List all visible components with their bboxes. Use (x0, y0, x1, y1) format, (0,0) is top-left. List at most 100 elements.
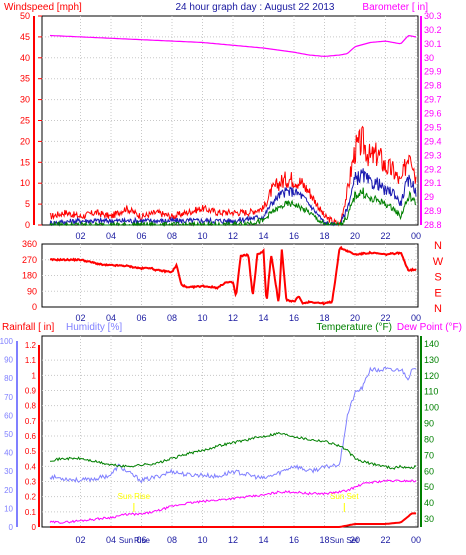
direction-x-tick-label: 04 (106, 313, 116, 323)
barometer-tick-label: 28.8 (424, 220, 442, 230)
humidity-tick-label: 40 (4, 449, 13, 458)
windspeed-tick-label: 35 (20, 74, 30, 84)
temperature-tick-label: 110 (424, 387, 438, 397)
wind-direction-line (49, 245, 417, 306)
humidity-tick-label: 80 (4, 374, 13, 383)
direction-x-tick-label: 16 (289, 313, 299, 323)
windspeed-tick-label: 10 (20, 178, 30, 188)
barometer-tick-label: 29.4 (424, 136, 442, 146)
rain-line (50, 512, 416, 528)
direction-tick-label: 270 (22, 255, 37, 265)
rainfall-tick-label: 1.2 (25, 341, 37, 350)
barometer-tick-label: 29.6 (424, 109, 442, 119)
barometer-tick-label: 29.3 (424, 150, 442, 160)
barometer-tick-label: 29.9 (424, 67, 442, 77)
temp-x-tick-label: 02 (75, 535, 85, 545)
humidity-tick-label: 30 (4, 467, 13, 476)
windspeed-tick-label: 30 (20, 95, 30, 105)
barometer-tick-label: 29.2 (424, 164, 442, 174)
humidity-tick-label: 60 (4, 411, 13, 420)
wind-min-line (49, 187, 417, 227)
temperature-tick-label: 50 (424, 482, 434, 492)
temp-x-tick-label: 08 (167, 535, 177, 545)
humidity-tick-label: 0 (9, 523, 14, 532)
barometer-tick-label: 30.1 (424, 39, 442, 49)
windspeed-tick-label: 25 (20, 116, 30, 126)
rainfall-tick-label: 1 (32, 371, 37, 380)
temperature-tick-label: 80 (424, 434, 434, 444)
direction-tick-label: 180 (22, 271, 37, 281)
wind-x-tick-label: 16 (289, 231, 299, 241)
humidity-tick-label: 100 (0, 337, 14, 346)
temperature-humidity-panel: 010203040506070809010000.10.20.30.40.50.… (0, 335, 439, 545)
humidity-tick-label: 20 (4, 486, 13, 495)
direction-x-tick-label: 12 (228, 313, 238, 323)
temperature-tick-label: 130 (424, 355, 439, 365)
temp-x-tick-label: 10 (197, 535, 207, 545)
rainfall-tick-label: 0.5 (25, 447, 37, 456)
wind-x-tick-label: 06 (136, 231, 146, 241)
rainfall-tick-label: 0 (32, 523, 37, 532)
humidity-tick-label: 50 (4, 430, 13, 439)
windspeed-tick-label: 40 (20, 53, 30, 63)
windspeed-axis-label: Windspeed [mph] (4, 2, 82, 13)
windspeed-tick-label: 50 (20, 11, 30, 21)
temperature-tick-label: 120 (424, 371, 439, 381)
direction-x-tick-label: 18 (319, 313, 329, 323)
temp-x-tick-label: 12 (228, 535, 238, 545)
wind-x-tick-label: 04 (106, 231, 116, 241)
sun-rise-label: Sun (119, 536, 133, 545)
rainfall-tick-label: 0.6 (25, 432, 37, 441)
barometer-tick-label: 30 (424, 53, 434, 63)
direction-x-tick-label: 06 (136, 313, 146, 323)
wind-x-tick-label: 02 (75, 231, 85, 241)
compass-label: N (434, 303, 442, 315)
temp-x-tick-label: 04 (106, 535, 116, 545)
temperature-axis-label: Temperature (°F) (316, 322, 392, 333)
dewpoint-axis-label: Dew Point (°F) (397, 322, 462, 333)
sun-rise-label: Rise (134, 536, 151, 545)
direction-x-tick-label: 20 (350, 313, 360, 323)
wind-x-tick-label: 14 (258, 231, 268, 241)
humidity-tick-label: 70 (4, 393, 13, 402)
wind-x-tick-label: 10 (197, 231, 207, 241)
barometer-tick-label: 29 (424, 192, 434, 202)
temp-x-tick-label: 18 (319, 535, 329, 545)
windspeed-tick-label: 45 (20, 32, 30, 42)
temperature-tick-label: 90 (424, 419, 434, 429)
compass-label: W (433, 256, 444, 268)
temp-x-tick-label: 00 (411, 535, 421, 545)
sunrise-annotation: Sun Rise (118, 492, 151, 501)
rainfall-tick-label: 1.1 (25, 356, 37, 365)
rainfall-axis-label: Rainfall [ in] (2, 322, 54, 333)
barometer-tick-label: 29.8 (424, 81, 442, 91)
sun-set-label: Sun Set (330, 536, 359, 545)
windspeed-tick-label: 5 (25, 199, 30, 209)
wind-barometer-panel: 0 5 10 15 20 25 30 35 40 45 50 28.8 28.9 29 29.1 29.2 29… (20, 11, 442, 241)
direction-tick-label: 360 (22, 239, 37, 249)
temperature-tick-label: 140 (424, 339, 439, 349)
barometer-tick-label: 28.9 (424, 206, 442, 216)
temp-x-tick-label: 20 (350, 535, 360, 545)
rainfall-tick-label: 0.2 (25, 493, 37, 502)
chart-title: 24 hour graph day : August 22 2013 (175, 2, 334, 13)
rainfall-tick-label: 0.7 (25, 417, 37, 426)
windspeed-tick-label: 15 (20, 157, 30, 167)
direction-x-tick-label: 00 (411, 313, 421, 323)
temperature-tick-label: 70 (424, 450, 434, 460)
rainfall-tick-label: 0.8 (25, 402, 37, 411)
temperature-tick-label: 100 (424, 403, 439, 413)
wind-x-tick-label: 00 (411, 231, 421, 241)
rainfall-tick-label: 0.4 (25, 462, 37, 471)
direction-tick-label: 0 (32, 302, 37, 312)
humidity-tick-label: 10 (4, 504, 13, 513)
humidity-line (49, 366, 417, 484)
barometer-tick-label: 30.3 (424, 11, 442, 21)
compass-label: S (434, 272, 441, 284)
humidity-tick-label: 90 (4, 356, 13, 365)
compass-label: N (434, 240, 442, 252)
direction-x-tick-label: 14 (258, 313, 268, 323)
